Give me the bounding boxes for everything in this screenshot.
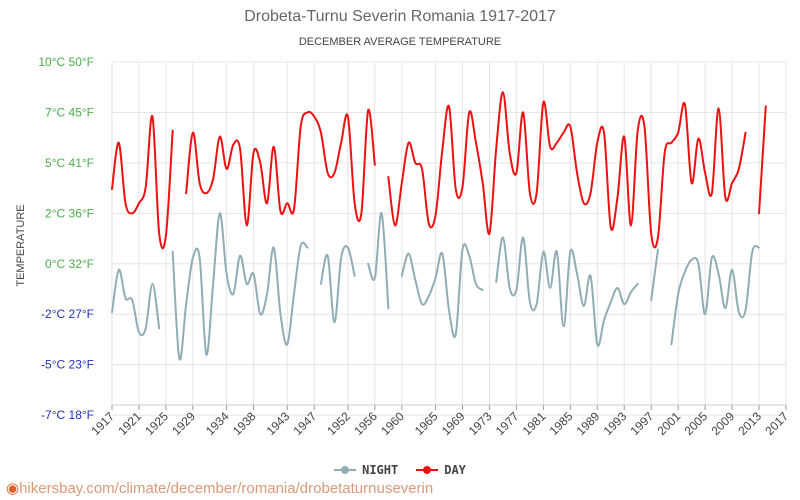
y-tick-label: -7°C 18°F xyxy=(41,408,94,422)
x-tick-label: 1921 xyxy=(115,409,144,438)
x-tick-label: 1997 xyxy=(628,409,657,438)
day-legend-icon xyxy=(416,465,439,475)
series-line-night xyxy=(650,248,659,302)
x-tick-label: 1993 xyxy=(601,409,630,438)
series-line-day xyxy=(758,105,767,215)
x-tick-label: 1989 xyxy=(574,409,603,438)
y-axis-label: TEMPERATURE xyxy=(15,204,27,286)
x-tick-label: 2013 xyxy=(735,409,764,438)
x-tick-label: 1947 xyxy=(291,409,320,438)
y-tick-label: -2°C 27°F xyxy=(41,307,94,321)
x-tick-label: 1960 xyxy=(378,409,407,438)
x-tick-label: 2017 xyxy=(762,409,791,438)
series-line-night xyxy=(495,236,639,347)
x-tick-label: 1965 xyxy=(412,409,441,438)
series-line-night xyxy=(319,245,356,324)
chart-subtitle: DECEMBER AVERAGE TEMPERATURE xyxy=(298,36,502,48)
series-line-day xyxy=(111,115,174,250)
series-line-night xyxy=(367,212,390,310)
x-tick-label: 2009 xyxy=(708,409,737,438)
series-line-night xyxy=(400,243,484,338)
y-tick-label: 7°C 45°F xyxy=(45,105,94,119)
y-tick-label: 2°C 36°F xyxy=(45,206,94,220)
x-tick-label: 1969 xyxy=(439,409,468,438)
legend-item-day[interactable]: DAY xyxy=(416,463,466,477)
series-line-day xyxy=(185,108,376,227)
x-tick-label: 1985 xyxy=(547,409,576,438)
chart-legend: NIGHT DAY xyxy=(0,463,800,477)
y-tick-label: -5°C 23°F xyxy=(41,358,94,372)
x-tick-label: 1973 xyxy=(466,409,495,438)
y-tick-label: 5°C 41°F xyxy=(45,156,94,170)
x-tick-label: 1981 xyxy=(520,409,549,438)
x-tick-label: 1977 xyxy=(493,409,522,438)
legend-night-label: NIGHT xyxy=(362,463,399,477)
series-line-day xyxy=(387,91,747,249)
x-tick-label: 1934 xyxy=(203,409,232,438)
source-url: hikersbay.com/climate/december/romania/d… xyxy=(19,480,434,497)
x-tick-label: 1925 xyxy=(142,409,171,438)
night-legend-icon xyxy=(334,465,357,475)
y-tick-label: 0°C 32°F xyxy=(45,257,94,271)
x-tick-label: 1938 xyxy=(230,409,259,438)
x-tick-label: 1956 xyxy=(351,409,380,438)
x-tick-label: 2005 xyxy=(681,409,710,438)
x-tick-label: 1943 xyxy=(264,409,293,438)
series-line-night xyxy=(111,268,161,337)
legend-day-label: DAY xyxy=(444,463,466,477)
series-line-night xyxy=(171,212,309,361)
x-tick-label: 1952 xyxy=(324,409,353,438)
location-pin-icon: ◉ xyxy=(6,480,20,497)
x-tick-label: 1929 xyxy=(169,409,198,438)
legend-item-night[interactable]: NIGHT xyxy=(334,463,398,477)
y-tick-label: 10°C 50°F xyxy=(38,55,94,69)
chart-title: Drobeta-Turnu Severin Romania 1917-2017 xyxy=(244,8,556,25)
source-link[interactable]: ◉hikersbay.com/climate/december/romania/… xyxy=(6,479,433,497)
x-tick-label: 2001 xyxy=(654,409,683,438)
series-line-night xyxy=(670,244,761,346)
